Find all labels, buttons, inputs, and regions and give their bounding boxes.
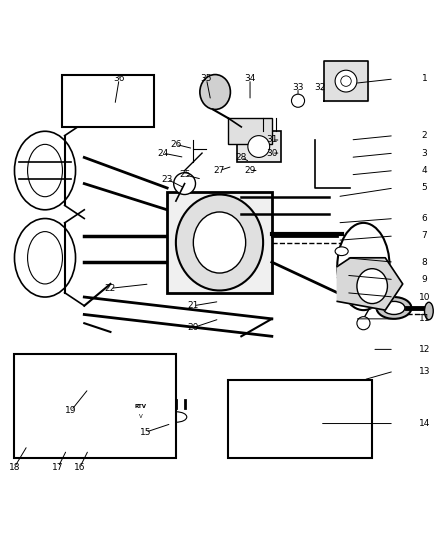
Bar [228,118,271,144]
Ellipse shape [382,301,404,314]
Ellipse shape [14,219,75,297]
Bar [62,75,154,127]
Text: 25: 25 [179,171,190,180]
Text: 19: 19 [65,406,77,415]
Ellipse shape [289,416,311,426]
Ellipse shape [14,131,75,210]
Ellipse shape [199,75,230,109]
Ellipse shape [32,365,119,452]
Ellipse shape [176,195,262,290]
Text: 18: 18 [9,463,20,472]
Text: 27: 27 [213,166,225,175]
Ellipse shape [356,269,387,304]
Text: 6: 6 [420,214,427,223]
Text: RTV: RTV [134,403,147,409]
Ellipse shape [289,424,311,432]
Text: 12: 12 [418,345,429,354]
Ellipse shape [71,367,80,376]
Ellipse shape [108,404,117,413]
Text: 16: 16 [74,463,85,472]
Bar [75,90,93,111]
Ellipse shape [340,76,350,86]
Ellipse shape [356,317,369,330]
Ellipse shape [193,212,245,273]
Text: 14: 14 [418,419,429,428]
Text: 34: 34 [244,75,255,84]
Ellipse shape [111,102,118,109]
Ellipse shape [97,99,106,107]
Text: 11: 11 [418,314,429,324]
Text: 7: 7 [420,231,427,240]
Text: 32: 32 [314,83,325,92]
Text: O: O [296,452,303,461]
Text: 2: 2 [421,131,426,140]
Ellipse shape [97,430,106,439]
Text: 13: 13 [418,367,429,376]
Text: 1: 1 [420,75,427,84]
Bar [228,380,371,458]
Bar [134,376,147,382]
Ellipse shape [33,441,48,450]
Ellipse shape [424,302,432,320]
Text: 30: 30 [265,149,277,158]
Ellipse shape [45,378,106,439]
Text: 36: 36 [113,75,125,84]
Ellipse shape [334,247,347,256]
Ellipse shape [116,96,122,103]
Text: 15: 15 [139,428,151,437]
Ellipse shape [291,94,304,107]
Text: 4: 4 [421,166,426,175]
Text: 17: 17 [52,463,64,472]
Text: 3: 3 [420,149,427,158]
Ellipse shape [173,173,195,195]
Polygon shape [336,258,402,310]
Ellipse shape [247,135,269,157]
Text: 29: 29 [244,166,255,175]
Ellipse shape [51,443,64,451]
Text: 31: 31 [265,135,277,144]
Text: 33: 33 [292,83,303,92]
Ellipse shape [290,384,309,398]
Ellipse shape [71,441,80,450]
Ellipse shape [45,430,53,439]
Text: 28: 28 [235,153,247,162]
Text: 21: 21 [187,301,198,310]
Ellipse shape [334,70,356,92]
Bar [14,354,176,458]
Text: 35: 35 [200,75,212,84]
Ellipse shape [286,438,313,453]
Ellipse shape [165,412,186,422]
Ellipse shape [28,144,62,197]
Text: 8: 8 [420,257,427,266]
Text: 20: 20 [187,323,198,332]
Ellipse shape [336,223,389,310]
Text: V: V [139,415,142,419]
FancyBboxPatch shape [167,192,271,293]
Ellipse shape [28,232,62,284]
Ellipse shape [291,400,308,417]
Bar [132,380,149,432]
Ellipse shape [343,260,356,269]
Text: 10: 10 [418,293,429,302]
Text: 5: 5 [420,183,427,192]
Ellipse shape [62,395,88,422]
Ellipse shape [376,297,410,319]
Text: 22: 22 [105,284,116,293]
Text: 24: 24 [157,149,168,158]
Ellipse shape [45,378,53,386]
Polygon shape [323,61,367,101]
Bar [237,131,280,162]
Ellipse shape [97,378,106,386]
Text: 26: 26 [170,140,181,149]
Ellipse shape [34,404,43,413]
Text: 9: 9 [420,275,427,284]
Text: 23: 23 [161,175,173,184]
Polygon shape [289,428,311,441]
